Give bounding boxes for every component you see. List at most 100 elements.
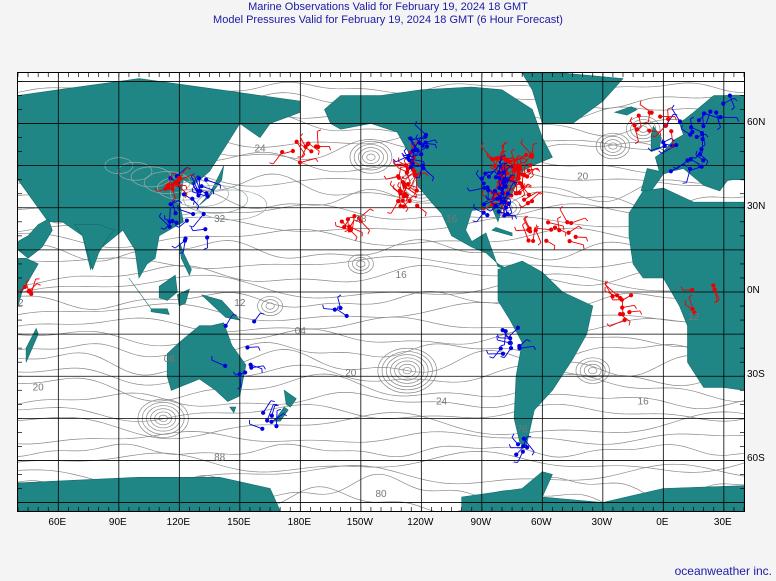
barb-flag: [393, 160, 396, 165]
isobar-over-land: [183, 184, 248, 214]
barb-flag: [518, 204, 523, 208]
station-dot: [685, 158, 690, 163]
station-dot: [696, 118, 702, 123]
station-dot: [407, 158, 412, 163]
barb-flag: [695, 150, 698, 155]
barb-staff: [511, 160, 515, 177]
isobar-label-layer: 16 12 08 20 24 28 16 20 12 20 16 80 76 88 04 24 12 32: [18, 144, 700, 500]
barb-flag: [705, 160, 709, 165]
barb-staff: [605, 284, 613, 297]
barb-flag: [488, 171, 493, 174]
station-dot: [727, 93, 732, 98]
isobar-value-label: 24: [254, 144, 266, 155]
barb-flag: [501, 143, 506, 147]
isobar-line: [18, 411, 744, 440]
barb-flag: [158, 212, 162, 217]
barb-flag: [511, 433, 515, 438]
barb-staff: [316, 131, 319, 147]
barb-staff: [686, 168, 691, 183]
wind-barb: [508, 443, 530, 450]
station-dot: [506, 201, 511, 206]
station-dot: [316, 144, 321, 150]
wind-barb: [18, 284, 27, 294]
wind-barb: [177, 204, 196, 217]
barb-flag: [203, 247, 208, 250]
land-mass: [628, 187, 744, 391]
isobar-value-label: 12: [18, 298, 24, 309]
isobar-value-label: 04: [295, 326, 307, 337]
station-dot: [528, 153, 533, 158]
station-dot: [420, 143, 425, 148]
barb-flag: [423, 161, 425, 166]
land-mass: [158, 274, 178, 301]
isobar-value-label: 16: [446, 214, 458, 225]
wind-barb: [423, 139, 438, 145]
station-dot: [424, 144, 430, 149]
barb-staff: [239, 374, 242, 388]
wind-barb: [493, 162, 507, 180]
station-dot: [521, 436, 526, 441]
station-dot: [701, 158, 706, 163]
station-dot: [627, 309, 632, 315]
weather-map[interactable]: 16 12 08 20 24 28 16 20 12 20 16 80 76 88 04 24 12 32: [18, 73, 744, 511]
wind-barb: [502, 156, 517, 163]
barb-flag: [232, 314, 237, 316]
longitude-label: 180E: [287, 517, 311, 528]
station-dot: [525, 445, 530, 450]
wind-barb: [666, 107, 672, 122]
isobar-line: [18, 328, 744, 348]
land-mass: [521, 73, 624, 124]
station-dot: [664, 123, 669, 128]
station-dot: [516, 170, 521, 176]
wind-barb: [546, 220, 565, 231]
barb-flag: [492, 193, 495, 198]
barb-staff: [513, 154, 527, 161]
wind-barb: [694, 133, 709, 140]
wind-barb: [190, 196, 200, 210]
wind-barb: [566, 225, 583, 235]
barb-flag: [523, 215, 527, 220]
wind-barb: [485, 185, 495, 198]
station-dot: [294, 139, 299, 144]
barb-flag: [659, 131, 662, 137]
barb-flag: [584, 217, 589, 222]
station-dot: [243, 370, 248, 375]
station-dot: [356, 216, 362, 221]
longitude-label: 150W: [346, 517, 373, 528]
land-mass: [176, 288, 190, 307]
station-dot: [481, 202, 487, 207]
wind-barb: [265, 404, 278, 423]
barb-staff: [720, 116, 738, 119]
isobar-value-label: 20: [33, 382, 45, 393]
map-frame[interactable]: 16 12 08 20 24 28 16 20 12 20 16 80 76 88 04 24 12 32: [17, 72, 745, 512]
station-dot: [692, 310, 697, 315]
station-dot: [198, 188, 203, 194]
isobar-value-label: 80: [375, 489, 387, 500]
wind-barb: [194, 175, 203, 194]
station-dot: [22, 284, 27, 290]
barb-flag: [524, 163, 529, 166]
wind-barb: [651, 123, 669, 138]
station-dot: [29, 291, 34, 296]
station-dot: [567, 239, 572, 244]
barb-flag: [510, 342, 514, 347]
barb-staff: [419, 142, 436, 145]
wind-barb: [523, 215, 533, 234]
map-subtitle: Model Pressures Valid for February 19, 2…: [213, 14, 563, 26]
wind-barb: [410, 137, 425, 153]
barb-staff: [670, 131, 674, 147]
wind-barb: [398, 190, 404, 209]
barb-staff: [506, 173, 519, 180]
wind-barb: [629, 117, 640, 132]
barb-flag: [383, 175, 387, 180]
station-dot: [501, 180, 506, 185]
station-dot: [544, 238, 549, 243]
station-dot: [701, 123, 706, 129]
station-dot: [423, 140, 428, 145]
station-dot: [203, 227, 208, 232]
station-dot: [204, 177, 209, 182]
barb-staff: [650, 145, 665, 152]
wind-barb: [269, 150, 285, 165]
wind-barb: [522, 191, 541, 202]
barb-flag: [510, 148, 515, 152]
